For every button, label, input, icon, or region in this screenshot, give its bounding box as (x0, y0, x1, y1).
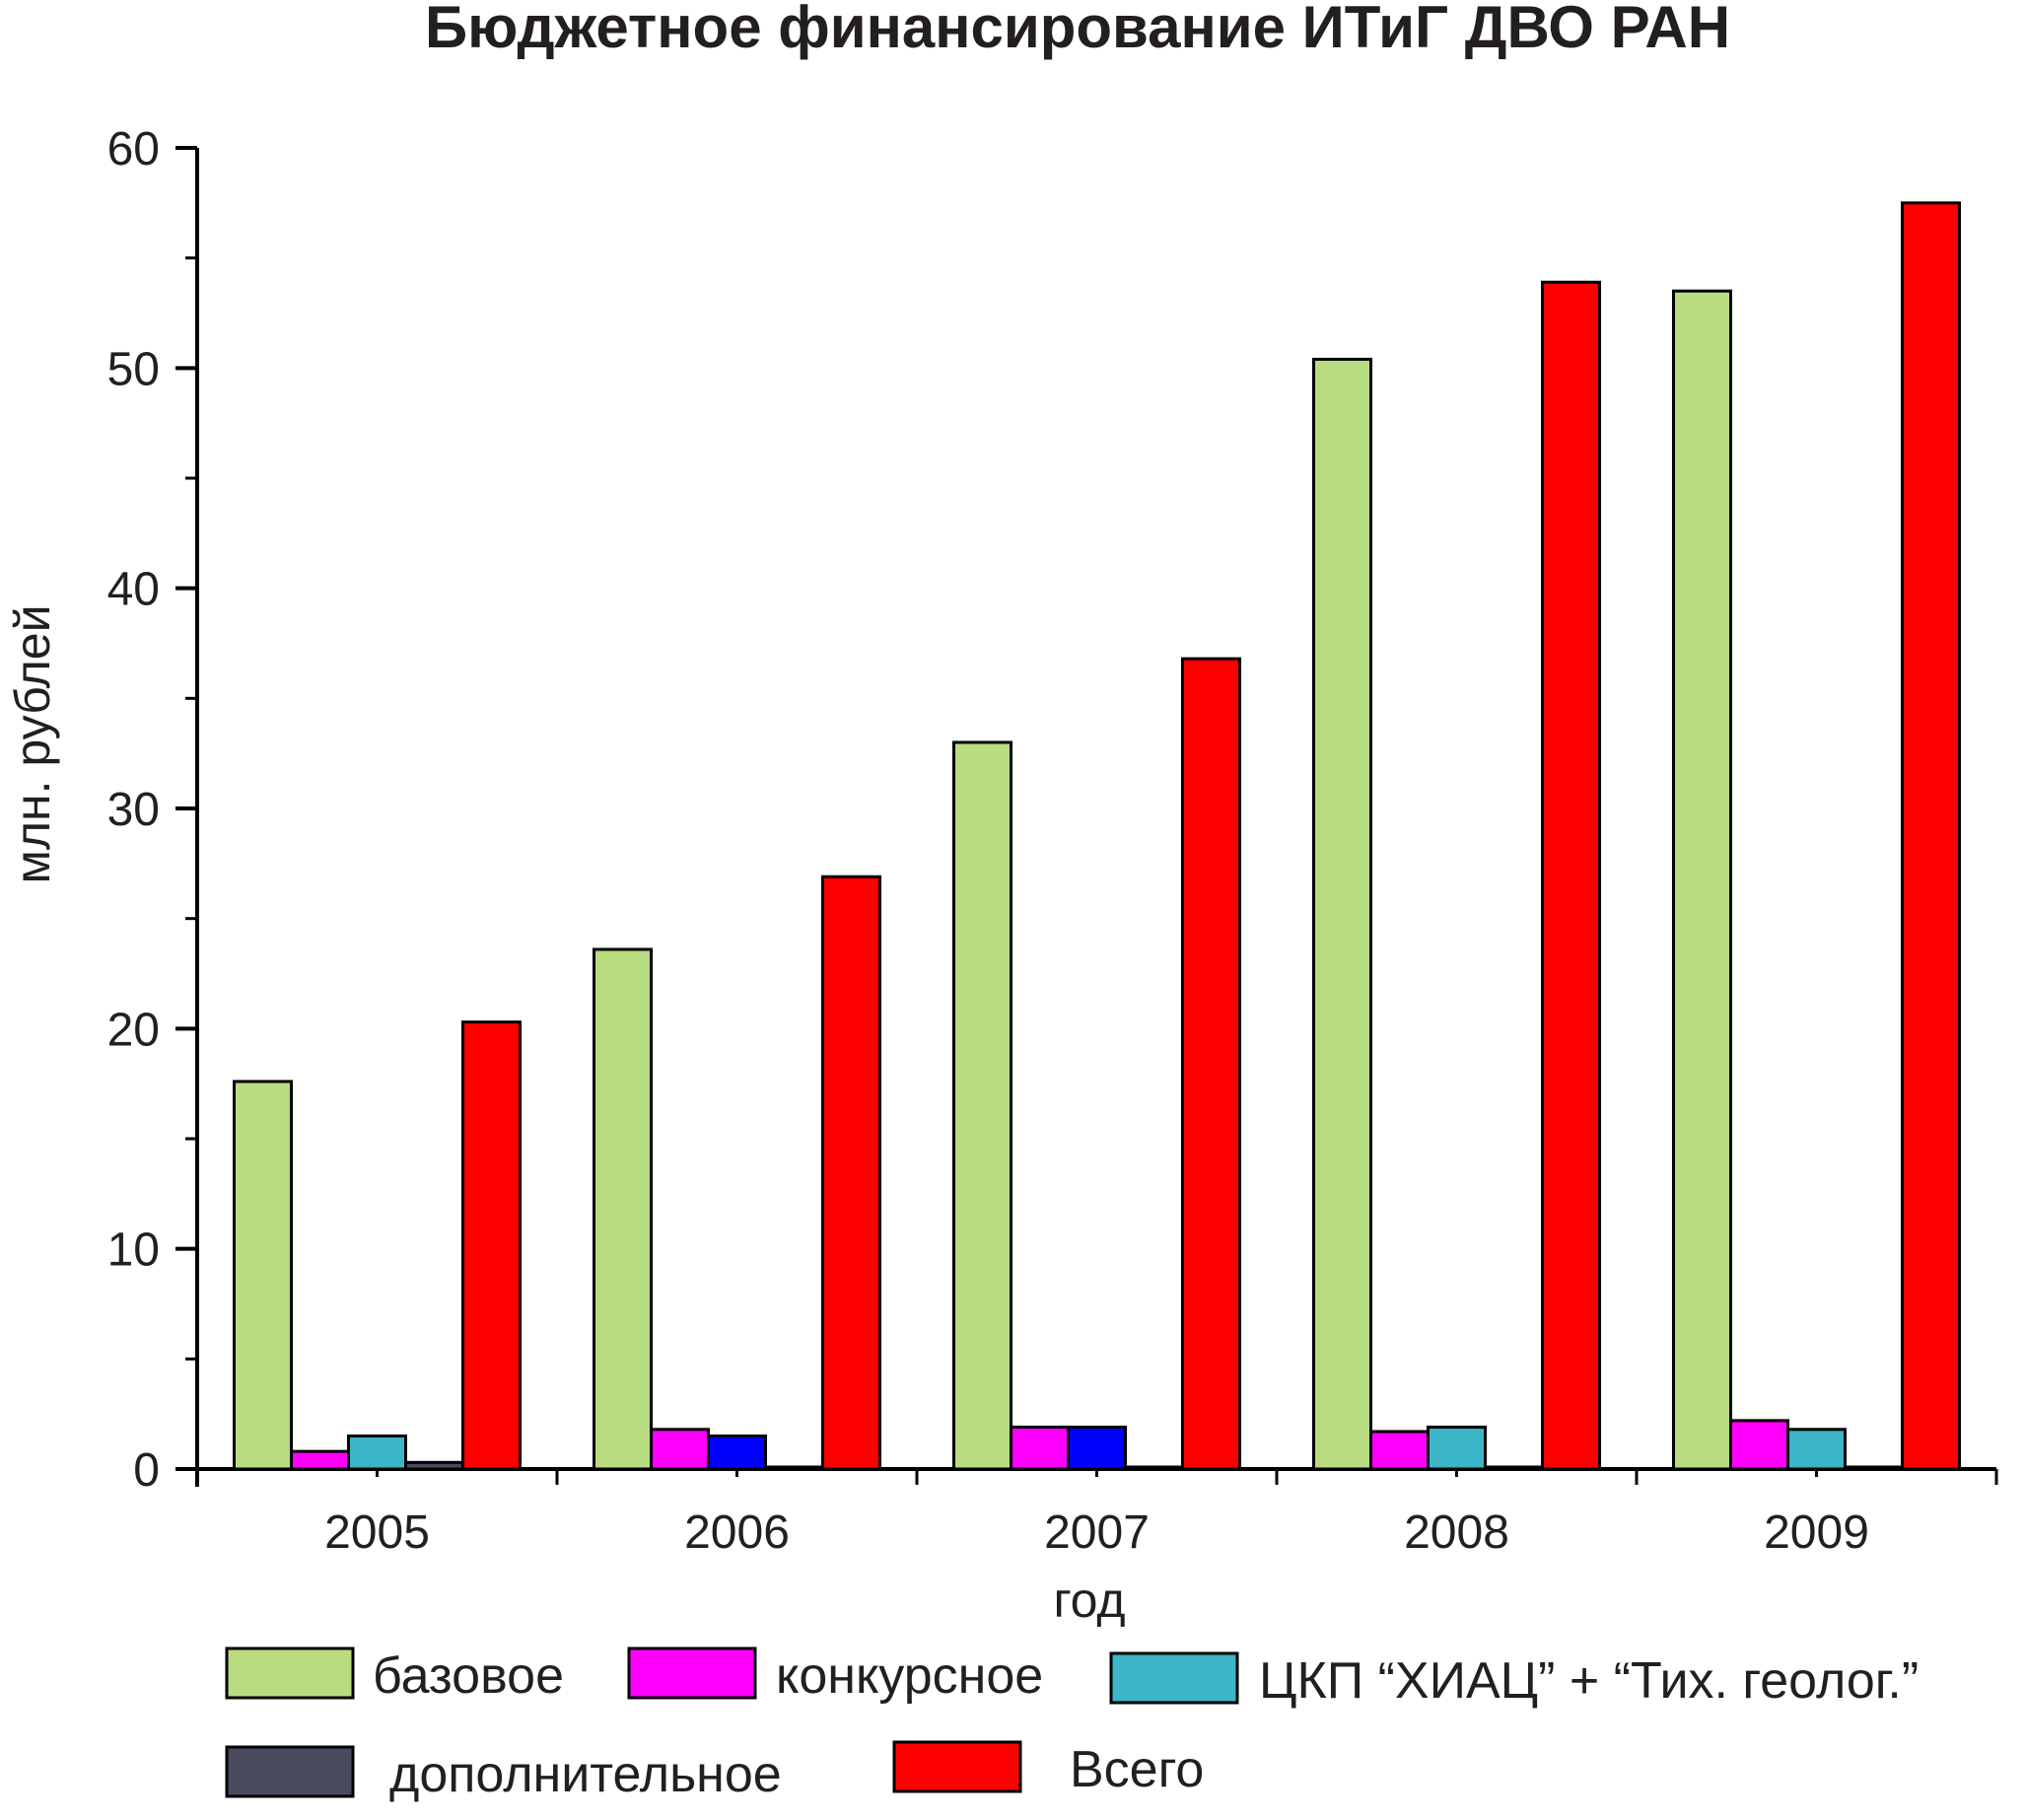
legend-swatch (225, 1646, 355, 1700)
bar-5-2009 (1901, 201, 1961, 1471)
bar-4-2009 (1844, 1465, 1904, 1471)
bar-5-2007 (1181, 657, 1241, 1471)
bar-1-2005 (233, 1080, 293, 1471)
bar-3-2009 (1786, 1428, 1847, 1471)
x-tick-label: 2005 (324, 1506, 430, 1559)
y-tick-label: 20 (107, 1004, 160, 1056)
legend-swatch (1109, 1651, 1239, 1705)
legend: базовое конкурсное ЦКП “ХИАЦ” + “Тих. геол… (225, 1646, 1919, 1803)
bar-5-2006 (821, 875, 881, 1471)
bar-2-2005 (290, 1449, 350, 1471)
bar-2-2007 (1010, 1426, 1070, 1471)
x-tick-label: 2009 (1764, 1506, 1869, 1559)
chart-title: Бюджетное финансирование ИТиГ ДВО РАН (425, 0, 1730, 60)
bar-1-2008 (1312, 357, 1372, 1471)
bar-2-2006 (650, 1428, 710, 1471)
bar-2-2008 (1369, 1430, 1430, 1471)
bar-3-2007 (1067, 1426, 1127, 1471)
x-tick-label: 2007 (1044, 1506, 1150, 1559)
y-tick-label: 30 (107, 784, 160, 836)
x-tick-label: 2006 (684, 1506, 790, 1559)
bars (233, 201, 1961, 1471)
bar-2-2009 (1729, 1419, 1789, 1471)
bar-1-2009 (1672, 289, 1732, 1471)
bar-1-2006 (593, 947, 653, 1471)
legend-swatch (225, 1745, 355, 1798)
legend-swatch (627, 1646, 757, 1700)
y-tick-label: 40 (107, 564, 160, 616)
bar-5-2005 (461, 1020, 522, 1471)
legend-label: дополнительное (389, 1746, 782, 1803)
y-tick-label: 50 (107, 343, 160, 395)
bar-3-2005 (347, 1435, 407, 1471)
bar-4-2007 (1124, 1465, 1184, 1471)
y-tick-label: 10 (107, 1225, 160, 1277)
bar-3-2008 (1427, 1426, 1487, 1471)
x-axis-label: год (1053, 1573, 1125, 1628)
legend-swatch (892, 1740, 1022, 1793)
bar-5-2008 (1541, 280, 1601, 1471)
y-axis-label: млн. рублей (5, 604, 60, 883)
bar-4-2005 (404, 1460, 464, 1471)
bar-1-2007 (952, 740, 1012, 1471)
x-tick-label: 2008 (1404, 1506, 1509, 1559)
legend-label: базовое (373, 1647, 564, 1705)
y-tick-label: 0 (133, 1444, 160, 1497)
y-tick-label: 60 (107, 123, 160, 175)
bar-4-2006 (764, 1465, 824, 1471)
bar-3-2006 (707, 1435, 767, 1471)
legend-label: Всего (1070, 1741, 1204, 1798)
bar-4-2008 (1484, 1465, 1544, 1471)
legend-label: конкурсное (776, 1647, 1043, 1705)
legend-label: ЦКП “ХИАЦ” + “Тих. геолог.” (1259, 1652, 1919, 1710)
